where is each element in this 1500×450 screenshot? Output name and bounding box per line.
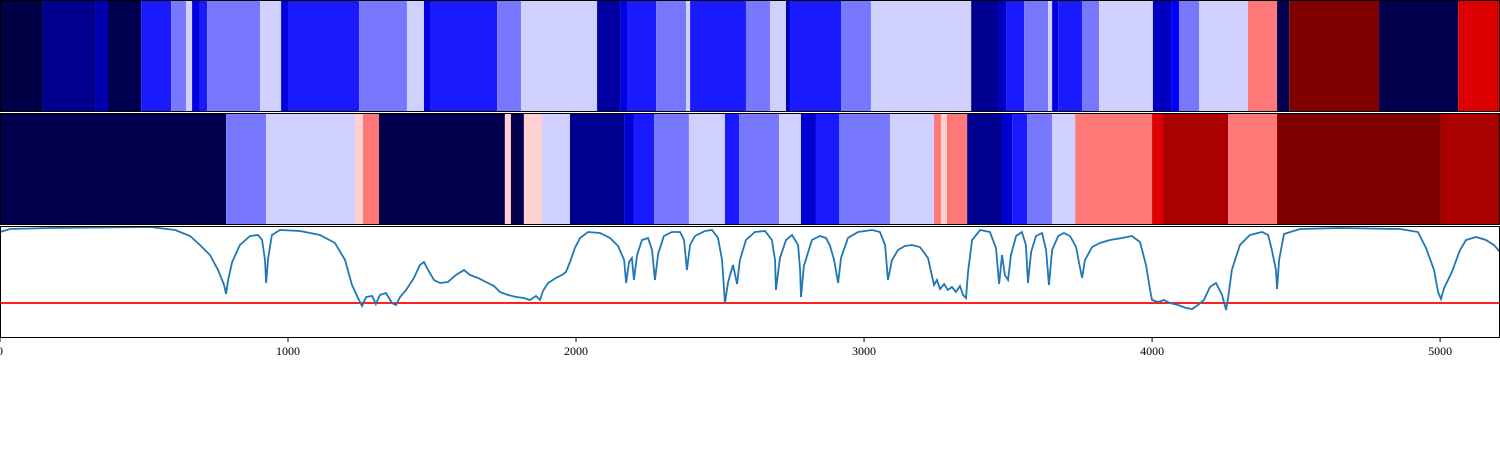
strip-segment bbox=[770, 0, 787, 112]
strip-segment bbox=[838, 113, 890, 225]
strip-segment bbox=[947, 113, 968, 225]
x-tick-label: 3000 bbox=[852, 344, 876, 358]
strip-segment bbox=[620, 0, 628, 112]
strip-segment bbox=[1199, 0, 1248, 112]
strip-segment bbox=[686, 0, 691, 112]
strip-segment bbox=[186, 0, 193, 112]
strip-segment bbox=[95, 0, 109, 112]
strip-segment bbox=[940, 113, 948, 225]
strip-segment bbox=[815, 113, 839, 225]
strip-segment bbox=[266, 113, 356, 225]
strip-segment bbox=[779, 113, 801, 225]
strip-segment bbox=[889, 113, 935, 225]
strip-segment bbox=[108, 0, 142, 112]
strip-segment bbox=[171, 0, 187, 112]
strip-segment bbox=[406, 0, 424, 112]
strip-segment bbox=[1058, 0, 1083, 112]
strip-segment bbox=[0, 113, 227, 225]
strip-segment bbox=[226, 113, 267, 225]
strip-segment bbox=[1075, 113, 1153, 225]
strip-segment bbox=[654, 113, 689, 225]
strip-segment bbox=[362, 113, 380, 225]
strip-segment bbox=[1099, 0, 1153, 112]
strip-segment bbox=[355, 113, 363, 225]
strip-segment bbox=[1006, 0, 1025, 112]
strip-segment bbox=[1048, 0, 1053, 112]
strip-segment bbox=[739, 113, 780, 225]
x-tick-label: 1000 bbox=[276, 344, 300, 358]
strip-segment bbox=[141, 0, 172, 112]
strip-segment bbox=[690, 0, 746, 112]
strip-segment bbox=[1002, 113, 1013, 225]
x-tick-label: 2000 bbox=[564, 344, 588, 358]
strip-segment bbox=[967, 113, 1003, 225]
strip-segment bbox=[1277, 0, 1290, 112]
strip-segment bbox=[1052, 113, 1076, 225]
strip-segment bbox=[1171, 0, 1180, 112]
strip-segment bbox=[260, 0, 282, 112]
strip-segment bbox=[1052, 0, 1059, 112]
strip-segment bbox=[971, 0, 998, 112]
strip-segment bbox=[430, 0, 498, 112]
x-tick-label: 0 bbox=[0, 344, 3, 358]
strip-segment bbox=[192, 0, 200, 112]
strip-segment bbox=[870, 0, 972, 112]
line-series bbox=[0, 226, 1500, 311]
strip-segment bbox=[1379, 0, 1459, 112]
strip-segment bbox=[423, 0, 431, 112]
strip-segment bbox=[627, 0, 657, 112]
strip-segment bbox=[1152, 0, 1172, 112]
strip-segment bbox=[542, 113, 570, 225]
strip-segment bbox=[997, 0, 1007, 112]
strip-segment bbox=[207, 0, 261, 112]
strip-segment bbox=[724, 113, 740, 225]
strip-segment bbox=[786, 0, 791, 112]
strip-segment bbox=[1082, 0, 1100, 112]
strip-segment bbox=[841, 0, 871, 112]
strip-segment bbox=[745, 0, 771, 112]
strip-segment bbox=[510, 113, 524, 225]
strip-segment bbox=[633, 113, 655, 225]
strip-segment bbox=[42, 0, 96, 112]
strip-segment bbox=[1289, 0, 1380, 112]
strip-segment bbox=[379, 113, 505, 225]
strip-segment bbox=[1277, 113, 1441, 225]
strip-segment bbox=[1012, 113, 1028, 225]
strip-segment bbox=[597, 0, 621, 112]
strip-segment bbox=[1179, 0, 1200, 112]
strip-segment bbox=[800, 113, 816, 225]
panel-frame bbox=[0, 226, 1500, 338]
strip-segment bbox=[359, 0, 407, 112]
strip-segment bbox=[1458, 0, 1500, 112]
strip-segment bbox=[504, 113, 511, 225]
x-tick-label: 5000 bbox=[1428, 344, 1452, 358]
strip-segment bbox=[569, 113, 625, 225]
strip-segment bbox=[497, 0, 522, 112]
strip-segment bbox=[934, 113, 941, 225]
strip-segment bbox=[1152, 113, 1164, 225]
strip-segment bbox=[1163, 113, 1229, 225]
strip-segment bbox=[790, 0, 842, 112]
strip-segment bbox=[656, 0, 687, 112]
strip-segment bbox=[688, 113, 725, 225]
strip-segment bbox=[199, 0, 208, 112]
strip-segment bbox=[1027, 113, 1053, 225]
strip-segment bbox=[288, 0, 360, 112]
strip-segment bbox=[1247, 0, 1278, 112]
strip-segment bbox=[523, 113, 543, 225]
x-tick-label: 4000 bbox=[1140, 344, 1164, 358]
strip-segment bbox=[1440, 113, 1500, 225]
strip-segment bbox=[521, 0, 598, 112]
strip-segment bbox=[1228, 113, 1278, 225]
strip-segment bbox=[0, 0, 43, 112]
strip-segment bbox=[281, 0, 289, 112]
strip-segment bbox=[1024, 0, 1049, 112]
strip-segment bbox=[624, 113, 634, 225]
